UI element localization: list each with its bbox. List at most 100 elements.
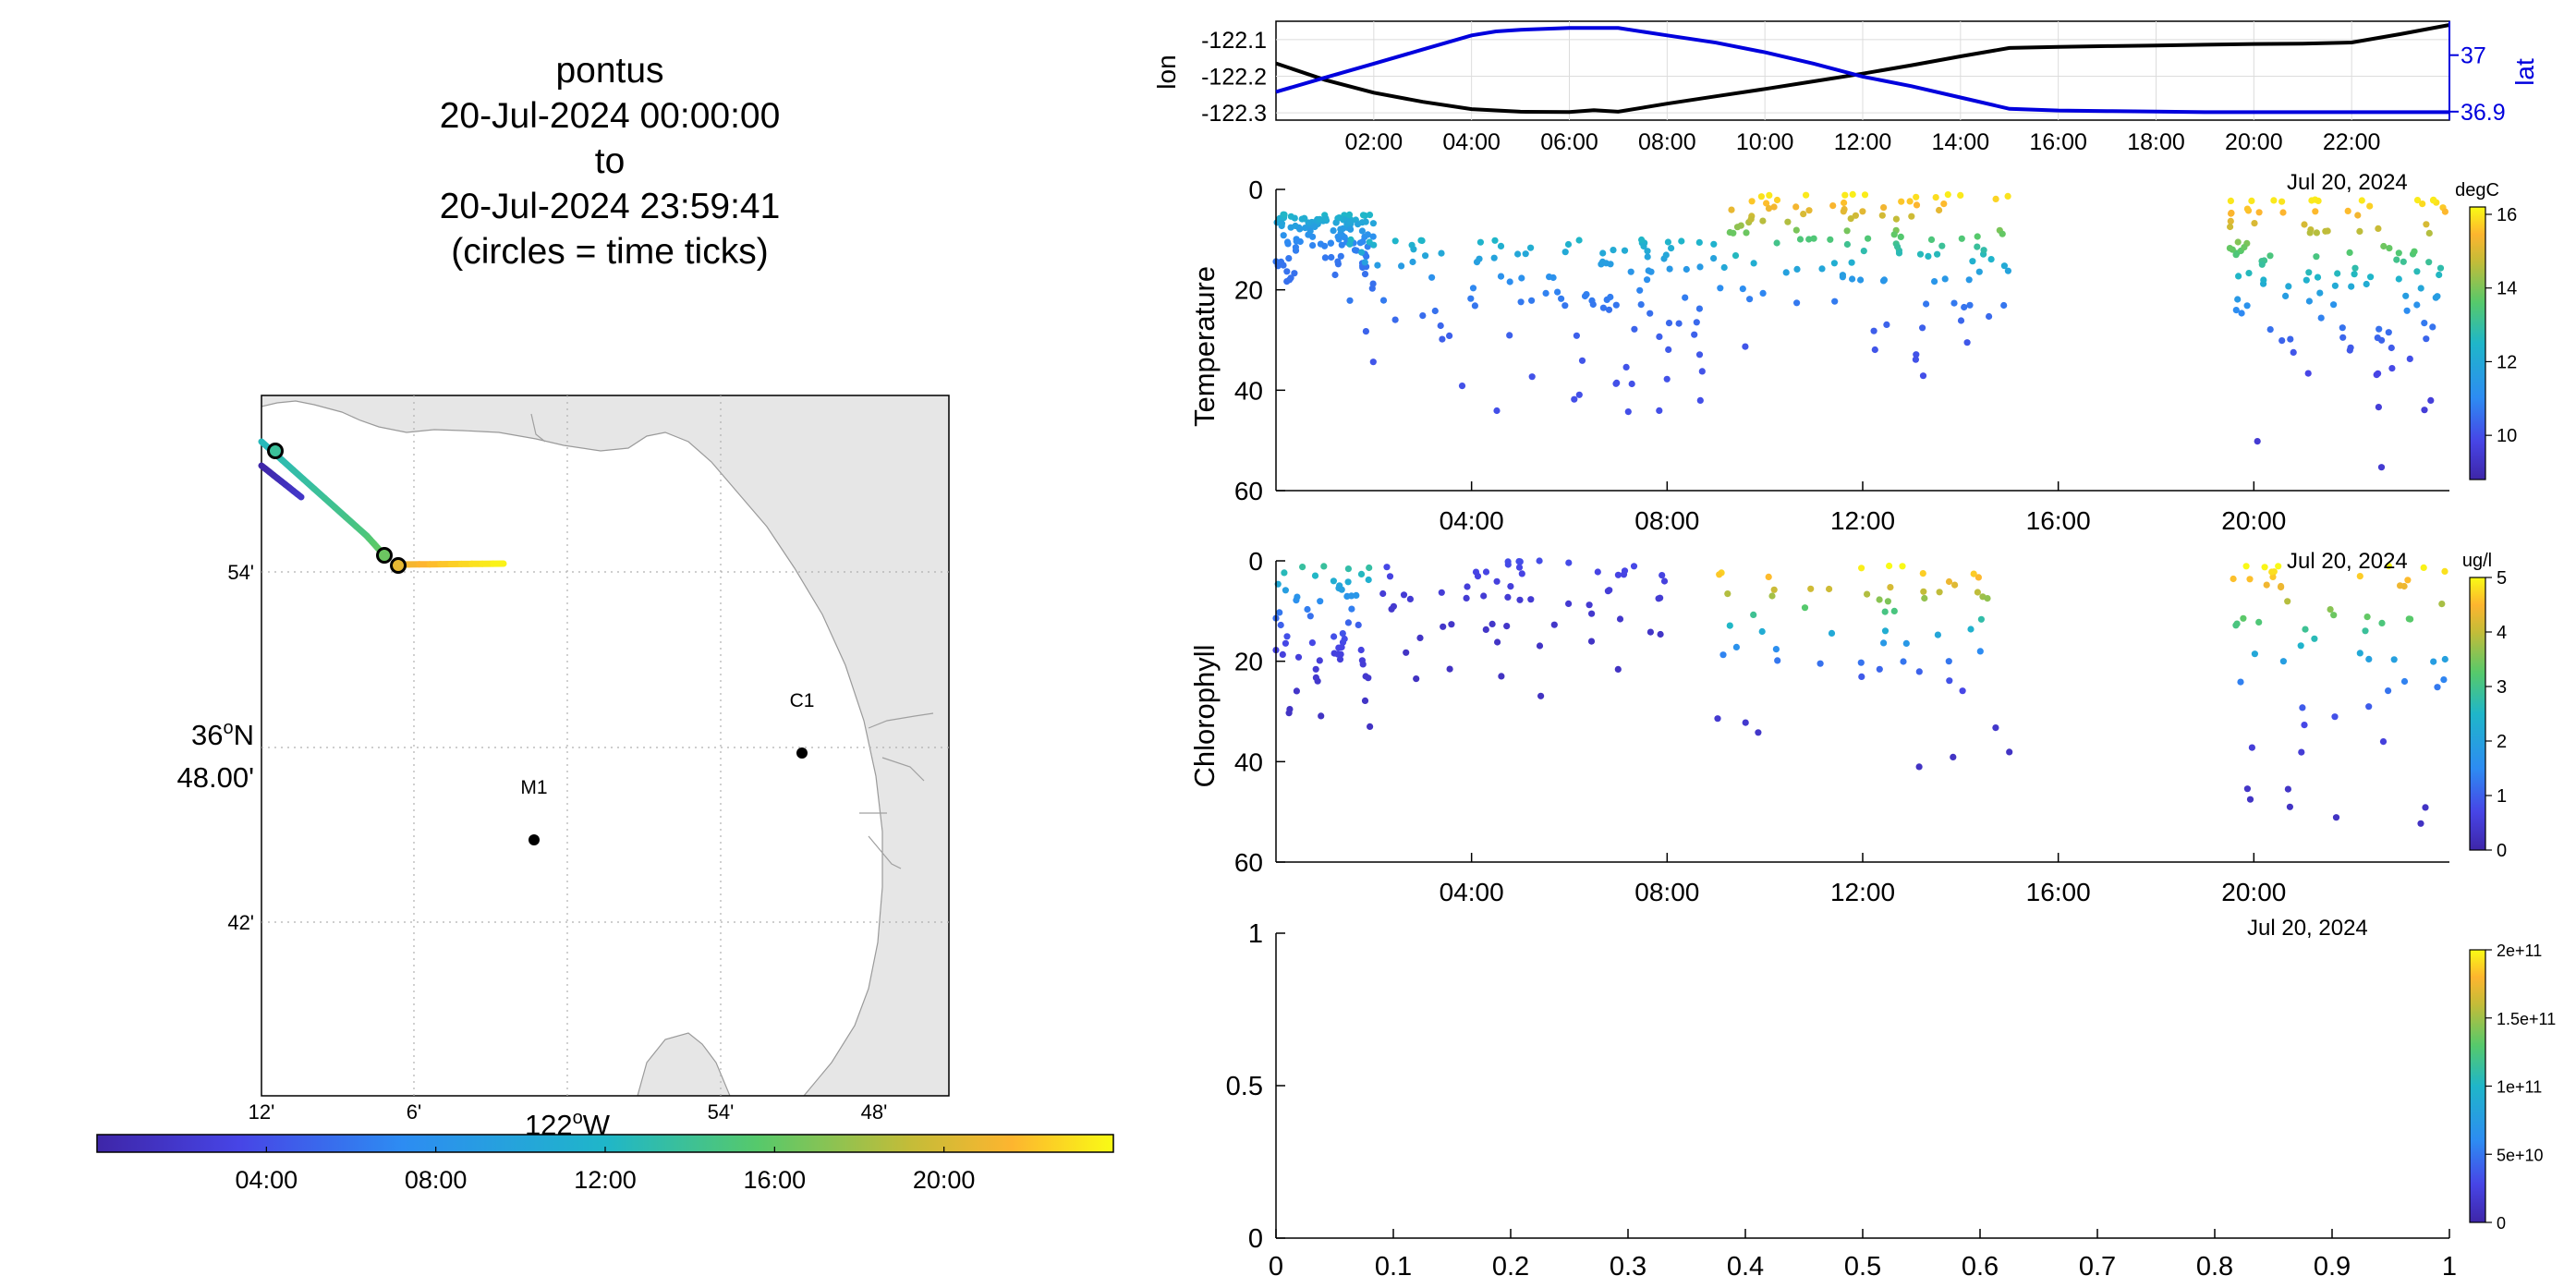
data-point bbox=[1588, 610, 1596, 617]
data-point bbox=[2311, 635, 2318, 642]
data-point bbox=[1546, 273, 1553, 281]
data-point bbox=[2438, 601, 2446, 608]
mooring-point bbox=[796, 747, 808, 759]
data-point bbox=[1431, 307, 1439, 315]
data-point bbox=[1279, 650, 1286, 659]
data-point bbox=[1886, 562, 1893, 570]
data-point bbox=[1550, 621, 1558, 628]
data-point bbox=[1724, 590, 1732, 598]
data-point bbox=[1488, 620, 1496, 628]
x-tick-label: 0.6 bbox=[1962, 1252, 1999, 1282]
data-point bbox=[2270, 197, 2278, 204]
data-point bbox=[1403, 649, 1410, 656]
data-point bbox=[1925, 252, 1932, 260]
data-point bbox=[1516, 596, 1524, 603]
data-point bbox=[1283, 633, 1291, 640]
data-point bbox=[2234, 296, 2242, 303]
data-point bbox=[2237, 678, 2244, 686]
data-point bbox=[1801, 604, 1809, 612]
data-point bbox=[2246, 576, 2254, 583]
data-point bbox=[1980, 247, 1987, 254]
data-point bbox=[2004, 192, 2011, 200]
data-point bbox=[1986, 312, 1993, 321]
data-point bbox=[1301, 215, 1308, 223]
data-point bbox=[1306, 227, 1314, 235]
data-point bbox=[1277, 621, 1284, 629]
lat-tick-label: 36.9 bbox=[2461, 100, 2506, 126]
data-point bbox=[1573, 332, 1580, 339]
data-point bbox=[1944, 191, 1951, 199]
colorbar-tick-label: 1e+11 bbox=[2497, 1078, 2542, 1097]
data-point bbox=[1370, 241, 1378, 249]
data-point bbox=[1720, 263, 1728, 272]
empty-panel: 0 0.1 0.2 0.3 0.4 0.5 0.6 0.7 0.8 0.9 1 1 0.5 0 Jul 2… bbox=[1226, 916, 2557, 1282]
data-point bbox=[2403, 307, 2411, 314]
data-point bbox=[1657, 630, 1664, 638]
data-point bbox=[1581, 292, 1589, 300]
data-point bbox=[1849, 190, 1856, 198]
data-point bbox=[1666, 265, 1673, 273]
data-point bbox=[1843, 240, 1851, 249]
data-point bbox=[2362, 627, 2369, 635]
data-point bbox=[1351, 247, 1359, 254]
data-point bbox=[2380, 242, 2388, 250]
data-point bbox=[2275, 563, 2282, 570]
data-point bbox=[1291, 270, 1298, 277]
data-point bbox=[1728, 206, 1735, 213]
data-point bbox=[2385, 562, 2392, 570]
data-point bbox=[2243, 785, 2251, 793]
data-point bbox=[1849, 275, 1856, 283]
data-point bbox=[1410, 246, 1417, 253]
data-point bbox=[1636, 286, 1644, 294]
x-tick-label: 0.1 bbox=[1375, 1252, 1412, 1282]
data-point bbox=[2317, 314, 2325, 322]
data-point bbox=[1278, 220, 1286, 227]
data-point bbox=[1936, 206, 1943, 214]
data-point bbox=[1280, 261, 1287, 269]
lon-axis-label: lon bbox=[1152, 55, 1181, 89]
colorbar-tick-label: 1 bbox=[2497, 786, 2507, 807]
data-point bbox=[1406, 595, 1414, 603]
data-point bbox=[1507, 583, 1514, 590]
empty-axes: 0 0.1 0.2 0.3 0.4 0.5 0.6 0.7 0.8 0.9 1 1 0.5 0 bbox=[1226, 919, 2457, 1282]
map-lon-label: 12' bbox=[249, 1100, 275, 1124]
data-point bbox=[1622, 363, 1630, 371]
data-point bbox=[1332, 219, 1340, 226]
position-x-tick-label: 16:00 bbox=[2029, 129, 2087, 155]
title-to: to bbox=[594, 141, 626, 181]
x-tick-label: 08:00 bbox=[1634, 878, 1699, 906]
data-point bbox=[2232, 251, 2240, 259]
data-point bbox=[1607, 293, 1614, 301]
data-point bbox=[1467, 295, 1475, 302]
data-point bbox=[1276, 609, 1283, 616]
data-point bbox=[1464, 583, 1471, 590]
data-point bbox=[1497, 242, 1505, 249]
data-point bbox=[1999, 230, 2006, 237]
data-point bbox=[1696, 263, 1704, 271]
y-tick-label: 60 bbox=[1234, 848, 1263, 877]
data-point bbox=[1864, 590, 1871, 598]
data-point bbox=[1612, 301, 1620, 309]
data-point bbox=[2255, 209, 2263, 216]
data-point bbox=[1827, 236, 1834, 243]
data-point bbox=[1793, 299, 1801, 307]
data-point bbox=[1428, 273, 1436, 281]
data-point bbox=[1448, 621, 1455, 628]
position-x-tick-label: 10:00 bbox=[1736, 129, 1794, 155]
data-point bbox=[1490, 254, 1498, 261]
data-point bbox=[1638, 236, 1646, 244]
data-point bbox=[1915, 668, 1923, 675]
data-point bbox=[2004, 267, 2011, 274]
data-point bbox=[1537, 692, 1545, 699]
data-point bbox=[2248, 744, 2255, 751]
data-point bbox=[1916, 250, 1925, 258]
data-point bbox=[2375, 404, 2382, 411]
data-point bbox=[1961, 303, 1968, 311]
data-point bbox=[1913, 351, 1920, 358]
data-point bbox=[1379, 589, 1387, 598]
data-point bbox=[1871, 346, 1878, 354]
x-tick-label: 20:00 bbox=[2221, 506, 2286, 535]
data-point bbox=[2420, 564, 2427, 572]
mooring-markers: M1 C1 bbox=[520, 690, 814, 845]
